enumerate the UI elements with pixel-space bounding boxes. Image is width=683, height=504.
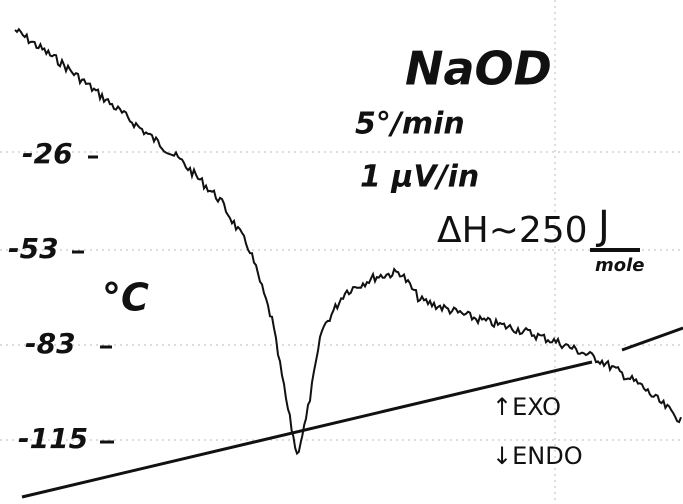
heating-rate: 5°/min [355, 107, 465, 142]
enthalpy-unit-top: J [595, 203, 610, 249]
sensitivity: 1 µV/in [360, 160, 479, 195]
enthalpy: ΔH~250 [437, 210, 588, 251]
dta-curve [14, 27, 682, 456]
tick-labels: -26 -53 -83 -115 [8, 137, 88, 455]
enthalpy-unit-bottom: mole [595, 255, 645, 276]
tick-label: -83 [25, 327, 76, 360]
tick-label: -53 [8, 232, 59, 265]
sample-name: NaOD [405, 42, 552, 96]
axis-unit: °C [102, 276, 149, 320]
baseline [21, 326, 683, 499]
tick-label: -115 [18, 422, 88, 455]
exo-label: ↑EXO [492, 393, 561, 421]
endo-label: ↓ENDO [492, 442, 583, 470]
tick-marks [72, 155, 114, 444]
tick-label: -26 [22, 137, 73, 170]
